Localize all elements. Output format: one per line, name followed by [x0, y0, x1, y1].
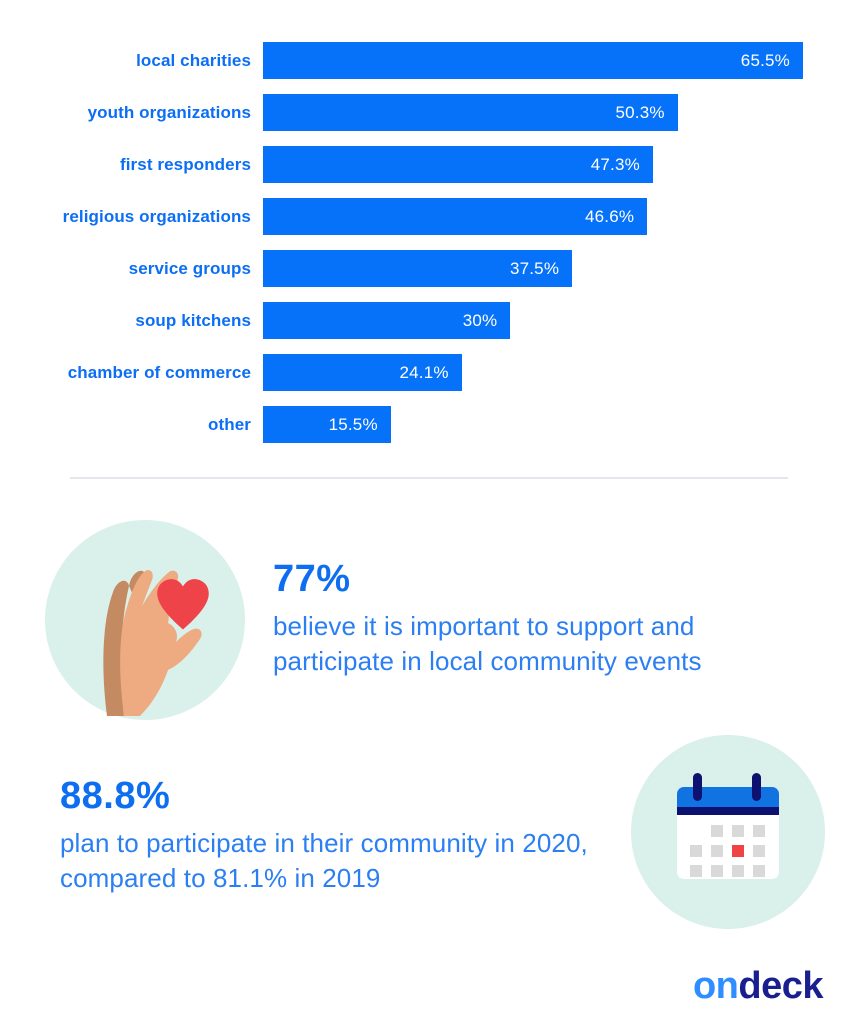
stat-text-block: 88.8% plan to participate in their commu…	[60, 735, 605, 895]
bar-value: 46.6%	[584, 206, 635, 226]
logo-text-on: on	[692, 965, 739, 1007]
bar-label: other	[208, 414, 251, 434]
chart-row: first responders 47.3%	[0, 146, 803, 183]
stat-description: plan to participate in their community i…	[60, 828, 588, 893]
chart-row: local charities 65.5%	[0, 42, 803, 79]
bar-value: 37.5%	[509, 258, 560, 278]
bar-label: local charities	[136, 50, 251, 70]
bar: 47.3%	[263, 146, 653, 183]
logo-text-deck: deck	[738, 965, 823, 1007]
bar: 15.5%	[263, 406, 391, 443]
bar-track: 37.5%	[263, 250, 803, 287]
bar: 50.3%	[263, 94, 678, 131]
bar-track: 24.1%	[263, 354, 803, 391]
bar-track: 65.5%	[263, 42, 803, 79]
bar-value: 15.5%	[328, 414, 378, 434]
bar-track: 50.3%	[263, 94, 803, 131]
bar-label: soup kitchens	[135, 310, 251, 330]
bar: 46.6%	[263, 198, 648, 235]
stat-participation: 88.8% plan to participate in their commu…	[60, 735, 825, 929]
ondeck-logo: ondeck	[692, 965, 824, 1008]
stat-text-block: 77% believe it is important to support a…	[273, 520, 793, 678]
stat-value: 77%	[273, 558, 351, 600]
bar-label: chamber of commerce	[67, 362, 251, 382]
chart-row: youth organizations 50.3%	[0, 94, 803, 131]
hand-holding-heart-icon	[45, 520, 245, 720]
bar-track: 15.5%	[263, 406, 803, 443]
bar-value: 24.1%	[399, 362, 449, 382]
bar-track: 47.3%	[263, 146, 803, 183]
bar-label: religious organizations	[62, 206, 251, 226]
bar-label: first responders	[119, 154, 251, 174]
calendar-icon	[631, 735, 825, 929]
bar-label: youth organizations	[87, 102, 251, 122]
chart-row: religious organizations 46.6%	[0, 198, 803, 235]
chart-row: soup kitchens 30%	[0, 302, 803, 339]
bar-value: 30%	[462, 310, 498, 330]
chart-row: chamber of commerce 24.1%	[0, 354, 803, 391]
stat-description: believe it is important to support and p…	[273, 611, 702, 676]
bar-value: 47.3%	[590, 154, 640, 174]
bar: 24.1%	[263, 354, 462, 391]
stat-community-support: 77% believe it is important to support a…	[45, 520, 793, 720]
bar-track: 30%	[263, 302, 803, 339]
bar-value: 65.5%	[740, 50, 790, 70]
bar: 30%	[263, 302, 511, 339]
bar-track: 46.6%	[263, 198, 803, 235]
stat-value: 88.8%	[60, 775, 171, 817]
bar-label: service groups	[128, 258, 251, 278]
chart-row: service groups 37.5%	[0, 250, 803, 287]
section-divider	[70, 477, 788, 479]
bar: 65.5%	[263, 42, 803, 79]
bar-value: 50.3%	[615, 102, 665, 122]
bar: 37.5%	[263, 250, 573, 287]
bar-chart: local charities 65.5% youth organization…	[0, 42, 803, 443]
chart-row: other 15.5%	[0, 406, 803, 443]
